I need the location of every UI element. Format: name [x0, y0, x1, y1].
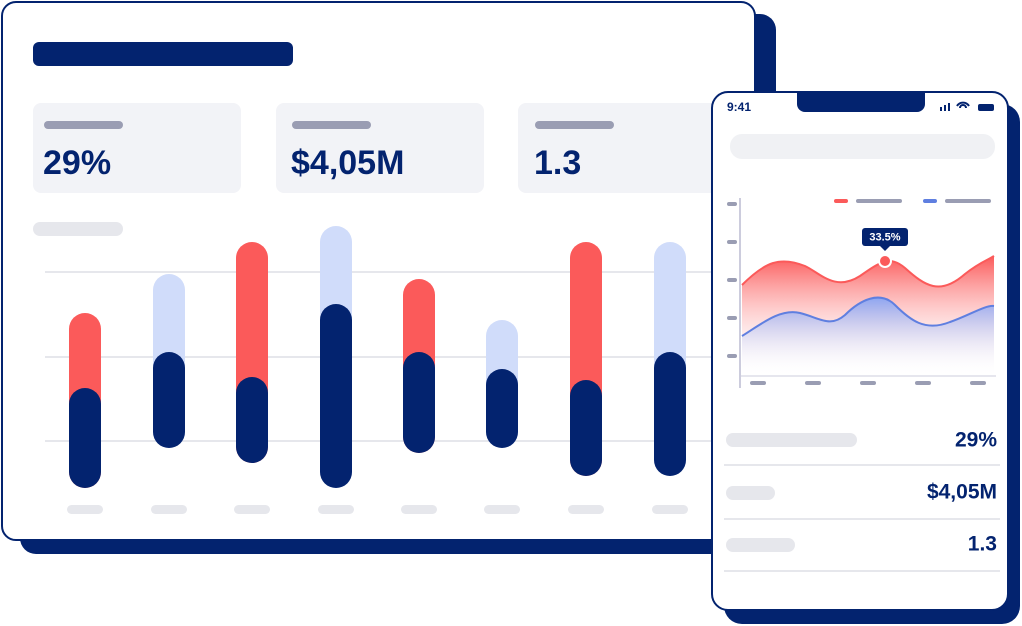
row-value: $4,05M [927, 481, 997, 504]
label-placeholder [318, 505, 354, 514]
row-value: 29% [955, 429, 997, 452]
bar-group [67, 226, 688, 514]
row-value: 1.3 [968, 533, 997, 556]
phone: 9:41 33.5% 29% $4,05M 1.3 [711, 91, 1020, 624]
bar-front [69, 388, 101, 488]
label-placeholder [652, 505, 688, 514]
label-placeholder [484, 505, 520, 514]
tooltip-label: 33.5% [869, 231, 900, 243]
bar-front [236, 377, 268, 463]
label-placeholder [401, 505, 437, 514]
kpi-value: 29% [43, 144, 111, 182]
bar-front [403, 352, 435, 453]
label-placeholder [67, 505, 103, 514]
status-time: 9:41 [727, 100, 751, 114]
bar-front [654, 352, 686, 476]
bar-front [153, 352, 185, 448]
label-placeholder [568, 505, 604, 514]
label-placeholder [151, 505, 187, 514]
kpi-value: $4,05M [291, 144, 404, 182]
desktop-window: 29% $4,05M 1.3 [1, 1, 776, 554]
bar-front [486, 369, 518, 448]
bar-front [320, 304, 352, 488]
bar-front [570, 380, 602, 476]
kpi-value: 1.3 [534, 144, 581, 182]
label-placeholder [234, 505, 270, 514]
